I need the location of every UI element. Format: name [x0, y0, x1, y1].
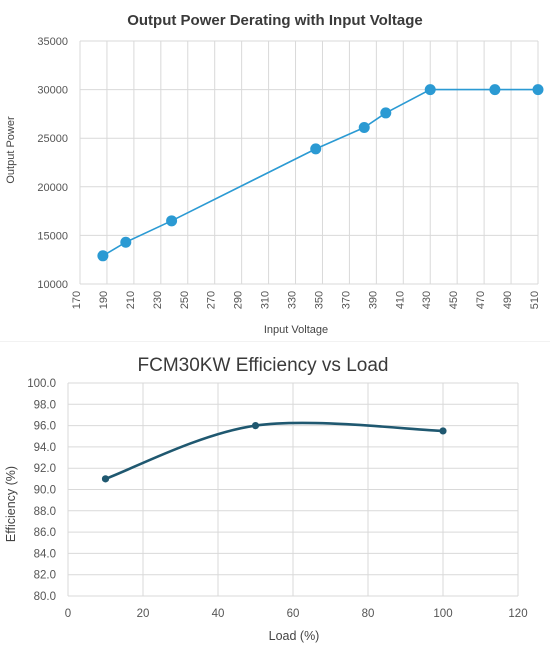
x-tick-label: 490 [502, 291, 514, 309]
series-line [102, 88, 538, 257]
x-tick-label: 470 [475, 291, 487, 309]
y-tick-label: 30000 [37, 85, 68, 97]
data-point [489, 84, 501, 96]
x-tick-label: 510 [529, 291, 541, 309]
efficiency-chart-svg: FCM30KW Efficiency vs Load 80.082.084.08… [4, 355, 528, 643]
y-tick-label: 35000 [37, 36, 68, 48]
x-tick-label: 20 [137, 608, 150, 620]
y-tick-label: 86.0 [34, 527, 56, 539]
y-tick-label: 25000 [37, 133, 68, 145]
x-axis-label: Load (%) [269, 629, 320, 643]
y-tick-label: 10000 [37, 279, 68, 291]
series [101, 421, 447, 483]
x-tick-labels: 0 20 40 60 80 100 120 [65, 608, 528, 620]
data-point [424, 84, 436, 96]
x-tick-label: 390 [367, 291, 379, 309]
x-tick-label: 450 [448, 291, 460, 309]
y-axis-label: Output Power [5, 116, 17, 184]
series [97, 84, 544, 262]
x-tick-label: 230 [152, 291, 164, 309]
y-tick-label: 94.0 [34, 442, 56, 454]
data-point [120, 236, 132, 248]
data-point [101, 475, 110, 483]
x-tick-label: 290 [233, 291, 245, 309]
x-tick-label: 120 [508, 608, 527, 620]
y-tick-label: 84.0 [34, 548, 56, 560]
x-tick-label: 40 [212, 608, 225, 620]
efficiency-chart: FCM30KW Efficiency vs Load 80.0 82.0 84.0 8… [0, 342, 550, 647]
x-tick-label: 0 [65, 608, 71, 620]
data-point [310, 143, 322, 155]
x-tick-label: 410 [394, 291, 406, 309]
chart-title: Output Power Derating with Input Voltage [127, 12, 423, 29]
y-tick-label: 100.0 [27, 378, 56, 390]
x-tick-label: 270 [206, 291, 218, 309]
y-axis-label: Efficiency (%) [4, 466, 18, 542]
y-tick-label: 92.0 [34, 463, 56, 475]
x-tick-label: 330 [287, 291, 299, 309]
y-tick-label: 88.0 [34, 506, 56, 518]
output-power-chart: Output Power Derating with Input Voltage… [5, 12, 544, 336]
y-tick-label: 82.0 [34, 570, 56, 582]
y-tick-label: 80.0 [34, 591, 56, 603]
x-tick-label: 210 [125, 291, 137, 309]
x-tick-label: 60 [287, 608, 300, 620]
x-tick-label: 80 [362, 608, 375, 620]
data-point [380, 107, 392, 119]
data-point [251, 422, 260, 430]
x-tick-label: 250 [179, 291, 191, 309]
data-point [166, 215, 178, 227]
x-tick-label: 100 [433, 608, 452, 620]
x-tick-label: 370 [340, 291, 352, 309]
y-tick-label: 90.0 [34, 485, 56, 497]
x-tick-label: 430 [421, 291, 433, 309]
data-point [358, 122, 370, 134]
x-tick-label: 310 [260, 291, 272, 309]
x-tick-label: 170 [71, 291, 83, 309]
x-axis-label: Input Voltage [264, 324, 328, 336]
chart-divider [0, 341, 550, 342]
data-point [532, 84, 544, 96]
x-tick-labels: 170 190 210 230 250 270 290 310 330 350 370 390 410 4… [71, 291, 541, 309]
data-point [97, 250, 109, 262]
output-power-chart-svg: Output Power Derating with Input Voltage… [5, 12, 544, 336]
y-tick-label: 15000 [37, 230, 68, 242]
x-tick-label: 350 [313, 291, 325, 309]
y-tick-label: 20000 [37, 182, 68, 194]
data-point [439, 427, 447, 435]
x-tick-label: 190 [98, 291, 110, 309]
y-tick-label: 96.0 [34, 421, 56, 433]
y-tick-labels: 10000 15000 20000 25000 30000 35000 [37, 36, 68, 291]
grid [67, 382, 519, 597]
series-line [105, 421, 444, 481]
chart-title: FCM30KW Efficiency vs Load [138, 355, 389, 376]
y-tick-labels: 80.0 82.0 84.0 86.0 88.0 90.0 92.0 94.0 96.0 98.0… [27, 378, 56, 603]
grid [79, 40, 539, 285]
y-tick-label: 98.0 [34, 399, 56, 411]
